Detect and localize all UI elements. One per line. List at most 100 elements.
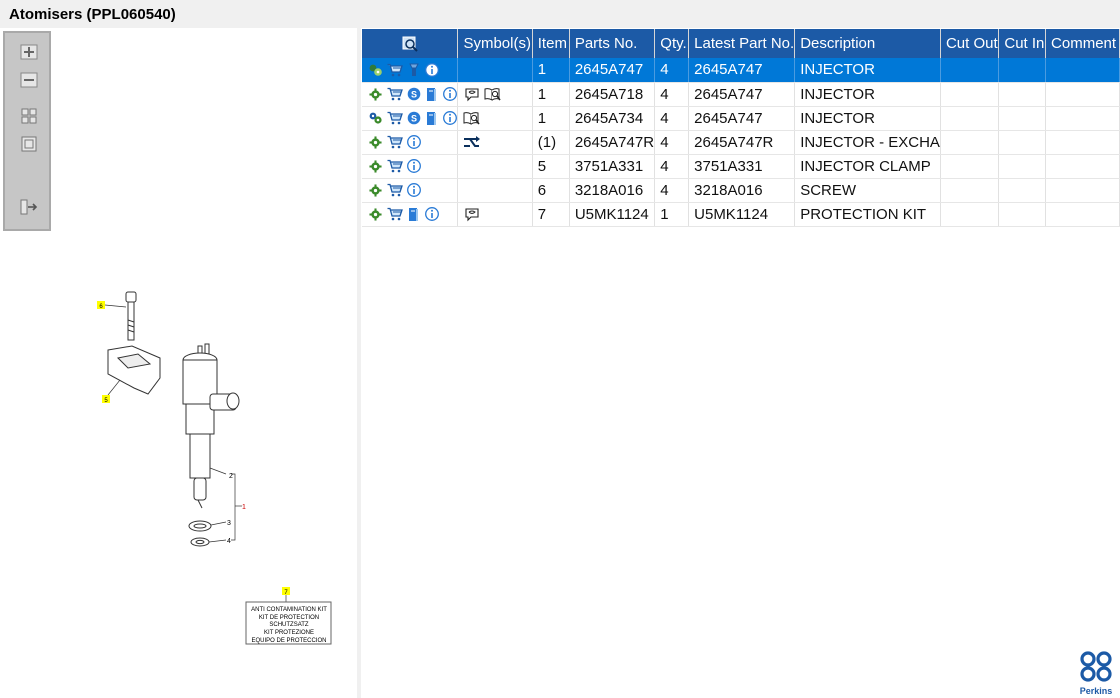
cut-out-cell (940, 178, 1000, 203)
zoom-out-button[interactable] (18, 70, 40, 90)
fit-view-button[interactable] (18, 106, 40, 126)
info-icon[interactable] (406, 183, 421, 198)
diagram-pane[interactable]: 6 5 2 3 4 1 7 ANTI CONTAMINATION KIT KIT… (0, 28, 357, 698)
symbols-cell (457, 130, 533, 155)
table-row[interactable]: 7 U5MK1124 1 U5MK1124 PROTECTION KIT (362, 202, 1120, 227)
washer-drawing (188, 520, 212, 532)
search-icon (402, 36, 418, 52)
gear-icon[interactable] (368, 183, 383, 198)
exploded-diagram[interactable]: 6 5 2 3 4 1 7 ANTI CONTAMINATION KIT KIT… (0, 28, 357, 698)
s-badge-icon[interactable]: S (406, 87, 421, 102)
gear-icon[interactable] (368, 159, 383, 174)
manual-icon[interactable] (484, 87, 502, 102)
quantity-cell: 4 (654, 106, 690, 131)
cart-icon[interactable] (386, 207, 403, 222)
column-header-symbols[interactable]: Symbol(s) (457, 29, 533, 58)
comment-cell (1045, 106, 1120, 131)
column-header-cut-in[interactable]: Cut In (998, 29, 1047, 58)
info-icon[interactable] (406, 159, 421, 174)
column-header-parts-no[interactable]: Parts No. (569, 29, 656, 58)
part-number-cell: 3218A016 (569, 178, 656, 203)
kit-label-line-1: ANTI CONTAMINATION KIT (251, 607, 327, 613)
book-icon[interactable] (406, 207, 421, 222)
kit-label-line-3: SCHUTZSATZ (269, 622, 309, 628)
column-header-description[interactable]: Description (794, 29, 941, 58)
settings-users-icon[interactable] (368, 62, 383, 77)
info-icon[interactable] (424, 62, 439, 77)
item-cell: 1 (532, 106, 570, 131)
manual-icon[interactable] (463, 111, 481, 126)
page-title: Atomisers (PPL060540) (9, 6, 176, 23)
speech-icon[interactable] (463, 87, 481, 102)
kit-label-box (245, 601, 332, 645)
cut-in-cell (998, 106, 1047, 131)
gears-icon[interactable] (368, 111, 383, 126)
parts-pane: Symbol(s) Item Parts No. Qty. Latest Par… (361, 28, 1120, 698)
info-icon[interactable] (442, 111, 457, 126)
description-cell: PROTECTION KIT (794, 202, 941, 227)
symbols-cell (457, 58, 533, 83)
column-header-item[interactable]: Item (532, 29, 570, 58)
symbols-cell (457, 154, 533, 179)
cart-icon[interactable] (386, 135, 403, 150)
exchange-icon[interactable] (463, 135, 481, 150)
comment-cell (1045, 178, 1120, 203)
gear-icon[interactable] (368, 135, 383, 150)
reset-view-button[interactable] (18, 134, 40, 154)
export-button[interactable] (18, 197, 40, 217)
gear-icon[interactable] (368, 87, 383, 102)
column-header-qty[interactable]: Qty. (654, 29, 690, 58)
quantity-cell: 4 (654, 154, 690, 179)
row-actions-cell: S (362, 106, 459, 131)
info-icon[interactable] (424, 207, 439, 222)
title-bar: Atomisers (PPL060540) (0, 0, 1120, 28)
book-icon[interactable] (424, 87, 439, 102)
info-icon[interactable] (406, 135, 421, 150)
cut-in-cell (998, 202, 1047, 227)
column-header-tools[interactable] (362, 29, 459, 58)
symbols-cell (457, 82, 533, 107)
description-cell: SCREW (794, 178, 941, 203)
item-cell: 5 (532, 154, 570, 179)
table-header-row: Symbol(s) Item Parts No. Qty. Latest Par… (362, 29, 1120, 58)
flashlight-icon[interactable] (406, 62, 421, 77)
callout-5-marker (102, 395, 110, 403)
gear-icon[interactable] (368, 207, 383, 222)
part-number-cell: 2645A734 (569, 106, 656, 131)
description-cell: INJECTOR (794, 106, 941, 131)
latest-part-number-cell: 3218A016 (688, 178, 796, 203)
column-header-comment[interactable]: Comment (1045, 29, 1120, 58)
table-row[interactable]: S 1 2645A734 4 2645A747 INJECTOR (362, 106, 1120, 131)
item-cell: 1 (532, 82, 570, 107)
table-row[interactable]: 5 3751A331 4 3751A331 INJECTOR CLAMP (362, 154, 1120, 179)
seal-drawing (190, 537, 210, 547)
book-icon[interactable] (424, 111, 439, 126)
quantity-cell: 4 (654, 178, 690, 203)
info-icon[interactable] (442, 87, 457, 102)
cut-in-cell (998, 58, 1047, 83)
cart-icon[interactable] (386, 62, 403, 77)
part-number-cell: U5MK1124 (569, 202, 656, 227)
cart-icon[interactable] (386, 183, 403, 198)
table-row[interactable]: 6 3218A016 4 3218A016 SCREW (362, 178, 1120, 203)
column-header-latest-part-no[interactable]: Latest Part No. (688, 29, 796, 58)
reset-view-icon (21, 136, 37, 152)
column-header-cut-out[interactable]: Cut Out (940, 29, 1000, 58)
cart-icon[interactable] (386, 111, 403, 126)
zoom-out-icon (20, 72, 38, 88)
s-badge-icon[interactable]: S (406, 111, 421, 126)
kit-label-line-2: KIT DE PROTECTION (259, 615, 319, 621)
cart-icon[interactable] (386, 87, 403, 102)
table-row[interactable]: (1) 2645A747R 4 2645A747R INJECTOR - EXCHA (362, 130, 1120, 155)
table-row[interactable]: S 1 2645A718 4 2645A747 INJECTOR (362, 82, 1120, 107)
part-number-cell: 2645A718 (569, 82, 656, 107)
pane-splitter[interactable] (357, 28, 361, 698)
kit-label-line-5: EQUIPO DE PROTECCION (251, 638, 326, 644)
zoom-in-button[interactable] (18, 42, 40, 62)
speech-icon[interactable] (463, 207, 481, 222)
cut-out-cell (940, 202, 1000, 227)
table-row[interactable]: 1 2645A747 4 2645A747 INJECTOR (362, 58, 1120, 83)
latest-part-number-cell: U5MK1124 (688, 202, 796, 227)
cart-icon[interactable] (386, 159, 403, 174)
cut-in-cell (998, 178, 1047, 203)
